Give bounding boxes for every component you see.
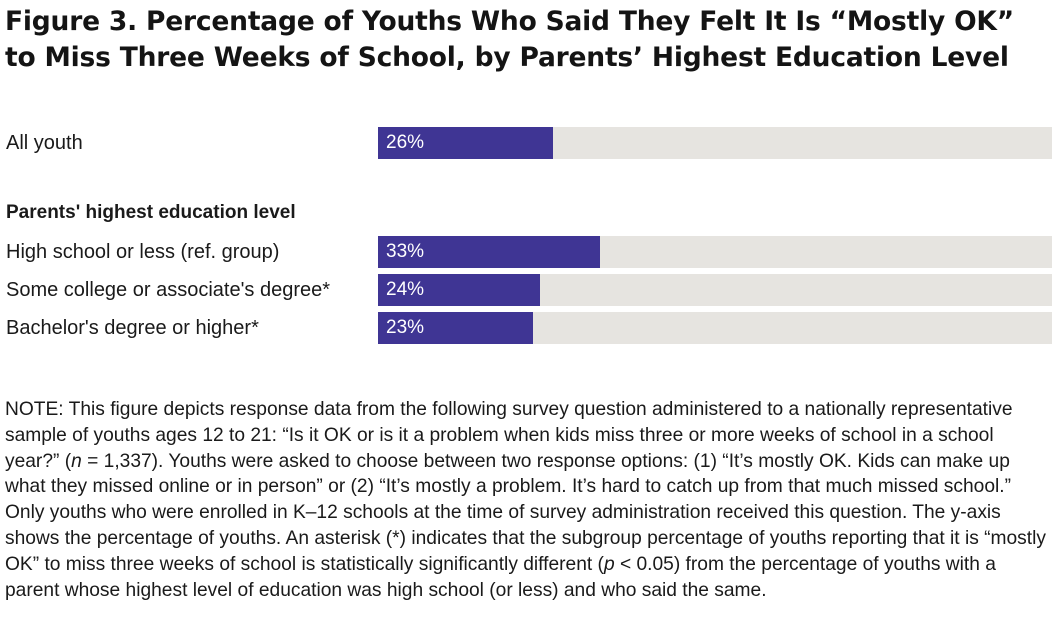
bar xyxy=(378,274,540,306)
value-label: 33% xyxy=(386,241,425,262)
chart-note: NOTE: This figure depicts response data … xyxy=(5,397,1053,603)
value-label: 26% xyxy=(386,132,425,153)
value-label: 23% xyxy=(386,317,425,338)
category-label: Bachelor's degree or higher* xyxy=(6,317,259,339)
bar-track: 26% xyxy=(378,127,1052,159)
bar xyxy=(378,312,533,344)
value-label: 24% xyxy=(386,279,425,300)
category-label: High school or less (ref. group) xyxy=(6,241,280,263)
figure-number: Figure 3. xyxy=(5,6,137,37)
note-p-symbol: p xyxy=(603,553,615,575)
category-label: Some college or associate's degree* xyxy=(6,279,331,301)
note-text: < 0.05) from the percentage of youths wi… xyxy=(5,553,996,601)
bar-track: 33% xyxy=(378,236,1052,268)
bar-track: 23% xyxy=(378,312,1052,344)
note-text: = 1,337). Youths were asked to choose be… xyxy=(5,450,1046,575)
category-label: All youth xyxy=(6,132,83,154)
chart-title: Figure 3. Percentage of Youths Who Said … xyxy=(5,4,1050,76)
bar xyxy=(378,236,600,268)
bar xyxy=(378,127,553,159)
group-header: Parents' highest education level xyxy=(6,202,296,223)
bar-track: 24% xyxy=(378,274,1052,306)
note-n-symbol: n xyxy=(71,450,82,472)
note-text: NOTE: This figure depicts response data … xyxy=(5,399,1013,472)
chart-title-text: Percentage of Youths Who Said They Felt … xyxy=(5,6,1014,73)
